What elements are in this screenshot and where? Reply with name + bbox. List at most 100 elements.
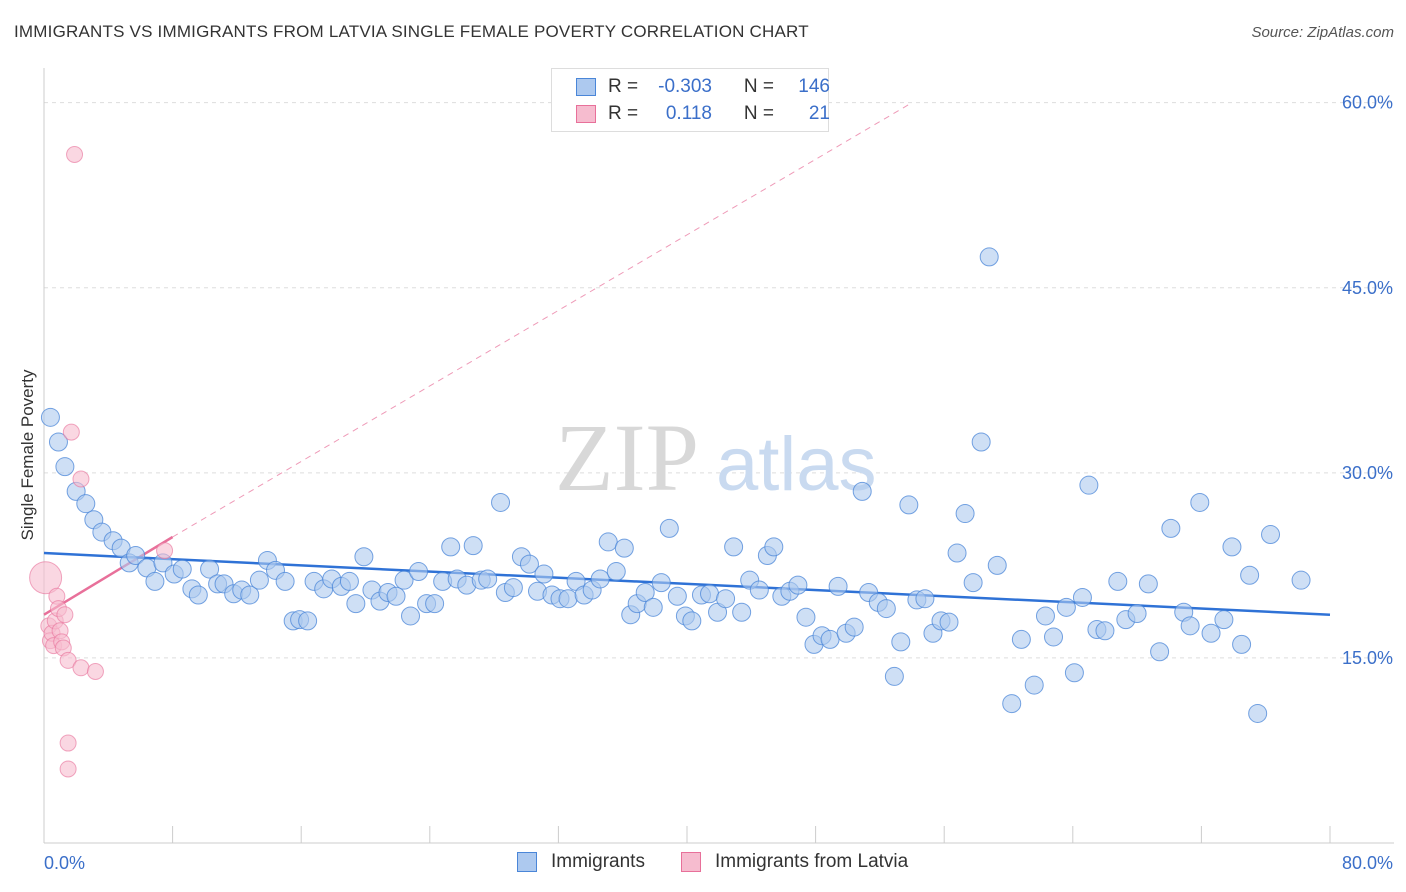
n-label: N = (743, 76, 774, 97)
legend-row-immigrants: R = -0.303 N = 146 (576, 75, 830, 99)
immigrants-point (339, 571, 359, 591)
immigrants-point (749, 580, 769, 600)
latvia-point (59, 651, 77, 669)
immigrants-point (884, 666, 904, 686)
immigrants-point (598, 532, 618, 552)
immigrants-point (1035, 606, 1055, 626)
immigrants-point (558, 589, 578, 609)
y-tick-label: 60.0% (1342, 93, 1393, 113)
immigrants-point (947, 543, 967, 563)
immigrants-point (1011, 629, 1031, 649)
immigrants-point (478, 569, 498, 589)
immigrants-point (643, 597, 663, 617)
n-label: N = (743, 103, 774, 124)
r-value: 0.118 (665, 103, 712, 124)
immigrants-point (441, 537, 461, 557)
immigrants-point (915, 589, 935, 609)
legend-swatch-blue (517, 852, 537, 872)
immigrants-point (409, 562, 429, 582)
immigrants-point (519, 554, 539, 574)
immigrants-point (899, 495, 919, 515)
immigrants-point (891, 632, 911, 652)
immigrants-point (503, 578, 523, 598)
x-tick-label-min: 0.0% (44, 853, 85, 873)
immigrants-point (1248, 703, 1268, 723)
immigrants-point (667, 586, 687, 606)
latvia-point (59, 760, 77, 778)
immigrants-point (394, 570, 414, 590)
y-axis-label: Single Female Poverty (18, 369, 37, 541)
immigrants-point (1214, 610, 1234, 630)
immigrants-point (820, 629, 840, 649)
immigrants-point (1095, 621, 1115, 641)
immigrants-trend-line (43, 551, 1331, 616)
immigrants-point (1056, 597, 1076, 617)
x-tick-label-max: 80.0% (1342, 853, 1393, 873)
immigrants-point (354, 547, 374, 567)
legend-swatch-blue (576, 78, 596, 96)
legend-swatch-pink (681, 852, 701, 872)
series-legend: Immigrants Immigrants from Latvia (0, 851, 1406, 879)
immigrants-point (606, 562, 626, 582)
y-tick-labels: 15.0% 30.0% 45.0% 60.0% (1342, 93, 1393, 668)
latvia-point (62, 423, 80, 441)
latvia-point (59, 734, 77, 752)
immigrants-point (659, 518, 679, 538)
immigrants-point (188, 585, 208, 605)
immigrants-point (172, 559, 192, 579)
immigrants-trend-solid (43, 551, 1331, 616)
immigrants-point (1232, 634, 1252, 654)
immigrants-point (1072, 587, 1092, 607)
legend-item-immigrants[interactable]: Immigrants (517, 851, 645, 873)
legend-swatch-pink (576, 105, 596, 123)
immigrants-point (425, 594, 445, 614)
watermark-atlas: atlas (716, 422, 877, 507)
y-tick-label: 45.0% (1342, 278, 1393, 298)
correlation-legend: R = -0.303 N = 146 R = 0.118 N = 21 (551, 68, 830, 132)
latvia-point (156, 542, 174, 560)
immigrants-point (1150, 642, 1170, 662)
legend-item-latvia[interactable]: Immigrants from Latvia (681, 851, 908, 873)
immigrants-point (955, 504, 975, 524)
immigrants-point (463, 536, 483, 556)
immigrants-point (1222, 537, 1242, 557)
r-label: R = (608, 76, 639, 97)
immigrants-point (126, 546, 146, 566)
immigrants-point (788, 575, 808, 595)
immigrants-point (401, 606, 421, 626)
immigrants-point (732, 602, 752, 622)
immigrants-point (651, 573, 671, 593)
immigrants-point (40, 407, 60, 427)
grid-lines (44, 102, 1394, 659)
immigrants-point (716, 589, 736, 609)
immigrants-point (249, 570, 269, 590)
n-value: 146 (798, 76, 830, 97)
latvia-trend-line (43, 102, 913, 616)
immigrants-point (200, 559, 220, 579)
immigrants-point (1064, 663, 1084, 683)
latvia-point (66, 146, 84, 163)
immigrants-point (971, 432, 991, 452)
legend-label-latvia: Immigrants from Latvia (715, 851, 909, 872)
immigrants-point (1240, 565, 1260, 585)
watermark-zip: ZIP (555, 404, 699, 511)
immigrants-point (386, 586, 406, 606)
immigrants-point (724, 537, 744, 557)
immigrants-point (828, 576, 848, 596)
immigrants-point (1079, 475, 1099, 495)
y-tick-label: 30.0% (1342, 463, 1393, 483)
immigrants-point (1044, 627, 1064, 647)
latvia-point (72, 659, 90, 677)
immigrants-point (275, 571, 295, 591)
data-points (29, 146, 1311, 778)
r-value: -0.303 (658, 76, 712, 97)
immigrants-point (876, 599, 896, 619)
immigrants-point (852, 481, 872, 501)
immigrants-point (1108, 571, 1128, 591)
immigrants-point (48, 432, 68, 452)
immigrants-point (590, 569, 610, 589)
immigrants-point (534, 564, 554, 584)
immigrants-point (764, 537, 784, 557)
immigrants-point (145, 571, 165, 591)
